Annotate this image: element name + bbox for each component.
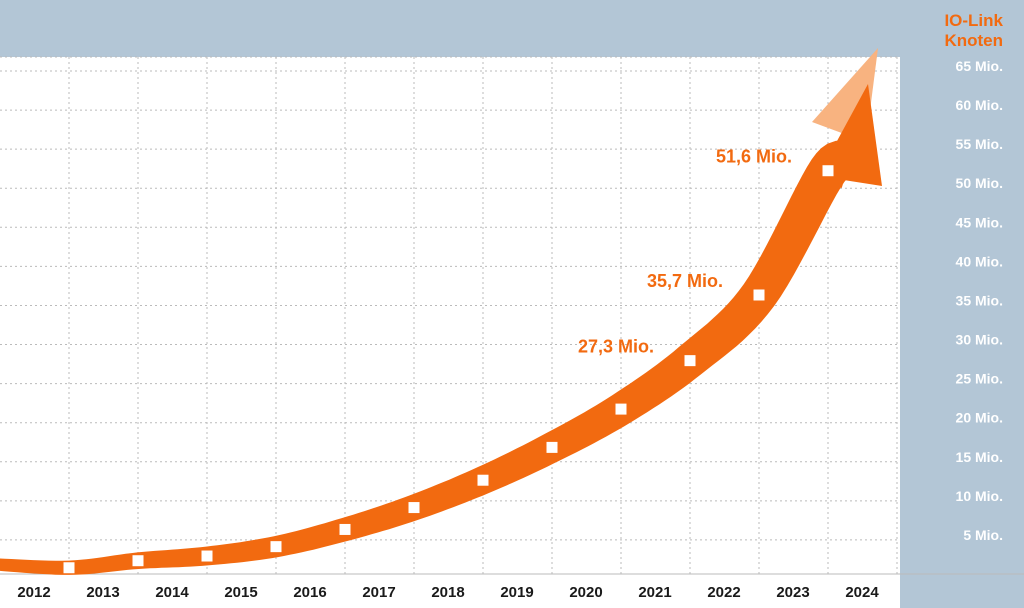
x-tick-label: 2021	[638, 584, 671, 601]
x-tick-label: 2017	[362, 584, 395, 601]
y-tick-label: 20 Mio.	[956, 410, 1003, 426]
data-point-marker	[408, 502, 420, 514]
data-markers	[63, 165, 834, 574]
data-point-marker	[132, 555, 144, 567]
value-annotation: 27,3 Mio.	[578, 337, 654, 357]
x-tick-label: 2014	[155, 584, 189, 601]
y-tick-label: 40 Mio.	[956, 253, 1003, 269]
y-tick-label: 65 Mio.	[956, 58, 1003, 74]
data-point-marker	[753, 289, 765, 301]
data-point-marker	[615, 403, 627, 415]
header-band	[0, 0, 1024, 57]
y-tick-label: 5 Mio.	[963, 527, 1003, 543]
x-tick-label: 2016	[293, 584, 326, 601]
data-point-marker	[477, 474, 489, 486]
y-tick-label: 10 Mio.	[956, 488, 1003, 504]
x-tick-label: 2019	[500, 584, 533, 601]
x-tick-label: 2022	[707, 584, 740, 601]
x-tick-label: 2024	[845, 584, 879, 601]
x-tick-label: 2013	[86, 584, 119, 601]
y-tick-label: 35 Mio.	[956, 292, 1003, 308]
data-point-marker	[201, 550, 213, 562]
growth-arrow	[0, 48, 882, 575]
y-tick-label: 15 Mio.	[956, 449, 1003, 465]
x-tick-label: 2023	[776, 584, 809, 601]
value-annotation: 51,6 Mio.	[716, 147, 792, 167]
y-tick-label: 30 Mio.	[956, 332, 1003, 348]
x-axis-ticks: 2012 2013 2014 2015 2016 2017 2018 2019 2020 2021…	[17, 584, 879, 601]
data-point-marker	[684, 355, 696, 367]
x-tick-label: 2012	[17, 584, 50, 601]
y-axis-panel	[900, 0, 1024, 608]
data-point-marker	[270, 541, 282, 553]
value-annotations: 27,3 Mio. 35,7 Mio. 51,6 Mio.	[578, 147, 792, 357]
y-axis-ticks: 5 Mio. 10 Mio. 15 Mio. 20 Mio. 25 Mio. 30 Mio…	[956, 58, 1003, 543]
value-annotation: 35,7 Mio.	[647, 271, 723, 291]
y-tick-label: 50 Mio.	[956, 175, 1003, 191]
y-axis-title-line-1: IO-Link	[944, 11, 1003, 30]
y-tick-label: 55 Mio.	[956, 136, 1003, 152]
y-tick-label: 45 Mio.	[956, 214, 1003, 230]
y-axis-title-line-2: Knoten	[944, 31, 1003, 50]
arrow-body	[0, 140, 863, 575]
data-point-marker	[339, 523, 351, 535]
y-tick-label: 25 Mio.	[956, 371, 1003, 387]
grid-lines	[0, 56, 1024, 575]
arrow-head	[818, 84, 882, 186]
x-tick-label: 2015	[224, 584, 257, 601]
data-point-marker	[546, 441, 558, 453]
data-point-marker	[822, 165, 834, 177]
data-point-marker	[63, 562, 75, 574]
x-tick-label: 2020	[569, 584, 602, 601]
x-tick-label: 2018	[431, 584, 464, 601]
y-tick-label: 60 Mio.	[956, 97, 1003, 113]
